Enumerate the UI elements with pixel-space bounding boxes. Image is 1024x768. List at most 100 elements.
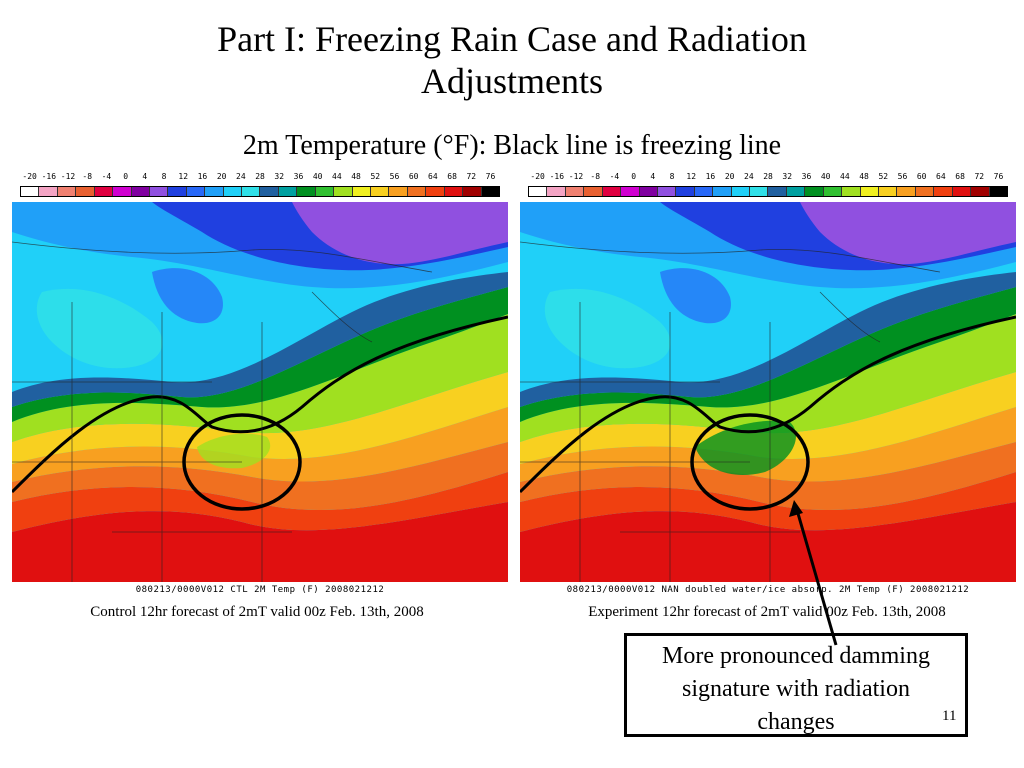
colorbar-swatch <box>952 187 972 196</box>
colorbar-swatch <box>223 187 243 196</box>
colorbar-tick-label: -20 <box>530 172 545 181</box>
colorbar-swatch <box>639 187 658 196</box>
circle-highlight-icon <box>182 413 302 511</box>
experiment-caption: Experiment 12hr forecast of 2mT valid 00… <box>588 604 946 620</box>
control-caption: Control 12hr forecast of 2mT valid 00z F… <box>90 604 424 620</box>
temperature-colorbar: -20 -16 -12 -8 -4 0 4 8 12 16 20 24 28 32 36 40 44 48 52 56… <box>20 172 500 198</box>
colorbar-labels: -20 -16 -12 -8 -4 0 4 8 12 16 20 24 28 32 36 40 44 48 52 56… <box>528 172 1008 184</box>
colorbar-swatch <box>21 187 40 196</box>
callout-line1: More pronounced damming <box>662 643 930 669</box>
map-stamp: 080213/0000V012 NAN doubled water/ice ab… <box>566 585 970 595</box>
colorbar-swatch <box>426 187 445 196</box>
colorbar-swatch <box>602 187 622 196</box>
colorbar-swatch <box>113 187 132 196</box>
colorbar-tick-label: 48 <box>859 172 869 181</box>
colorbar-swatch <box>149 187 169 196</box>
colorbar-tick-label: 68 <box>955 172 965 181</box>
colorbar-swatch <box>971 187 990 196</box>
experiment-forecast-panel: -20 -16 -12 -8 -4 0 4 8 12 16 20 24 28 32 36 40 44 48 52 56… <box>520 172 1016 602</box>
temperature-colorbar: -20 -16 -12 -8 -4 0 4 8 12 16 20 24 28 32 36 40 44 48 52 56… <box>528 172 1008 198</box>
slide-title-line2: Adjustments <box>420 61 603 101</box>
colorbar-tick-label: -4 <box>609 172 620 181</box>
colorbar-swatch <box>371 187 390 196</box>
colorbar-tick-label: 12 <box>686 172 697 181</box>
colorbar-swatch <box>713 187 732 196</box>
colorbar-swatch <box>842 187 861 196</box>
colorbar-swatch <box>297 187 316 196</box>
colorbar-swatch <box>621 187 640 196</box>
temperature-map <box>12 202 508 582</box>
colorbar-swatch <box>786 187 806 196</box>
colorbar-swatches <box>528 186 1008 197</box>
colorbar-tick-label: 40 <box>312 172 323 181</box>
colorbar-swatch <box>805 187 824 196</box>
map-svg <box>12 202 508 582</box>
temperature-map <box>520 202 1016 582</box>
colorbar-tick-label: -16 <box>549 172 565 181</box>
colorbar-swatch <box>186 187 206 196</box>
colorbar-tick-label: -16 <box>41 172 57 181</box>
colorbar-swatch <box>915 187 935 196</box>
colorbar-swatch <box>76 187 95 196</box>
colorbar-tick-label: 56 <box>897 172 908 181</box>
colorbar-tick-label: 76 <box>993 172 1004 181</box>
slide-title-line1: Part I: Freezing Rain Case and Radiation <box>217 19 807 59</box>
colorbar-tick-label: 72 <box>974 172 985 181</box>
colorbar-swatch <box>205 187 224 196</box>
colorbar-swatch <box>768 187 787 196</box>
colorbar-swatch <box>676 187 695 196</box>
colorbar-swatch <box>989 187 1007 196</box>
colorbar-tick-label: 44 <box>332 172 342 181</box>
colorbar-swatch <box>657 187 677 196</box>
colorbar-swatch <box>260 187 279 196</box>
circle-highlight-icon <box>690 413 810 511</box>
colorbar-tick-label: -4 <box>101 172 112 181</box>
colorbar-tick-label: 20 <box>724 172 735 181</box>
colorbar-tick-label: 72 <box>466 172 477 181</box>
colorbar-swatch <box>565 187 585 196</box>
colorbar-tick-label: 48 <box>351 172 361 181</box>
colorbar-tick-label: 28 <box>255 172 265 181</box>
map-svg <box>520 202 1016 582</box>
colorbar-tick-label: 20 <box>216 172 227 181</box>
colorbar-swatch <box>481 187 499 196</box>
colorbar-tick-label: 60 <box>408 172 419 181</box>
colorbar-tick-label: 60 <box>916 172 927 181</box>
colorbar-swatch <box>860 187 880 196</box>
colorbar-tick-label: 56 <box>389 172 400 181</box>
colorbar-tick-label: 64 <box>428 172 438 181</box>
colorbar-swatch <box>352 187 372 196</box>
colorbar-tick-label: 8 <box>669 172 675 181</box>
colorbar-swatch <box>168 187 187 196</box>
colorbar-tick-label: 76 <box>485 172 496 181</box>
colorbar-tick-label: 52 <box>878 172 889 181</box>
colorbar-tick-label: 68 <box>447 172 457 181</box>
slide-subtitle: 2m Temperature (°F): Black line is freez… <box>242 130 782 161</box>
colorbar-tick-label: 28 <box>763 172 773 181</box>
colorbar-swatch <box>407 187 427 196</box>
colorbar-tick-label: 44 <box>840 172 850 181</box>
colorbar-tick-label: 12 <box>178 172 189 181</box>
colorbar-swatch <box>315 187 335 196</box>
slide-number: 11 <box>942 708 957 724</box>
colorbar-swatch <box>547 187 566 196</box>
colorbar-tick-label: -8 <box>590 172 601 181</box>
control-forecast-panel: -20 -16 -12 -8 -4 0 4 8 12 16 20 24 28 32 36 40 44 48 52 56… <box>12 172 508 602</box>
callout-line2: signature with radiation <box>682 676 910 702</box>
colorbar-tick-label: 36 <box>801 172 812 181</box>
colorbar-tick-label: 4 <box>142 172 148 181</box>
colorbar-swatch <box>242 187 261 196</box>
colorbar-swatch <box>731 187 751 196</box>
colorbar-swatch <box>584 187 603 196</box>
colorbar-swatch <box>57 187 77 196</box>
colorbar-tick-label: -20 <box>22 172 37 181</box>
callout-box: More pronounced damming signature with r… <box>624 633 968 737</box>
colorbar-swatch <box>334 187 353 196</box>
colorbar-swatch <box>529 187 548 196</box>
colorbar-swatch <box>94 187 114 196</box>
colorbar-tick-label: 4 <box>650 172 656 181</box>
callout-line3: changes <box>757 709 835 735</box>
colorbar-swatch <box>879 187 898 196</box>
colorbar-tick-label: 0 <box>123 172 129 181</box>
colorbar-swatch <box>823 187 843 196</box>
